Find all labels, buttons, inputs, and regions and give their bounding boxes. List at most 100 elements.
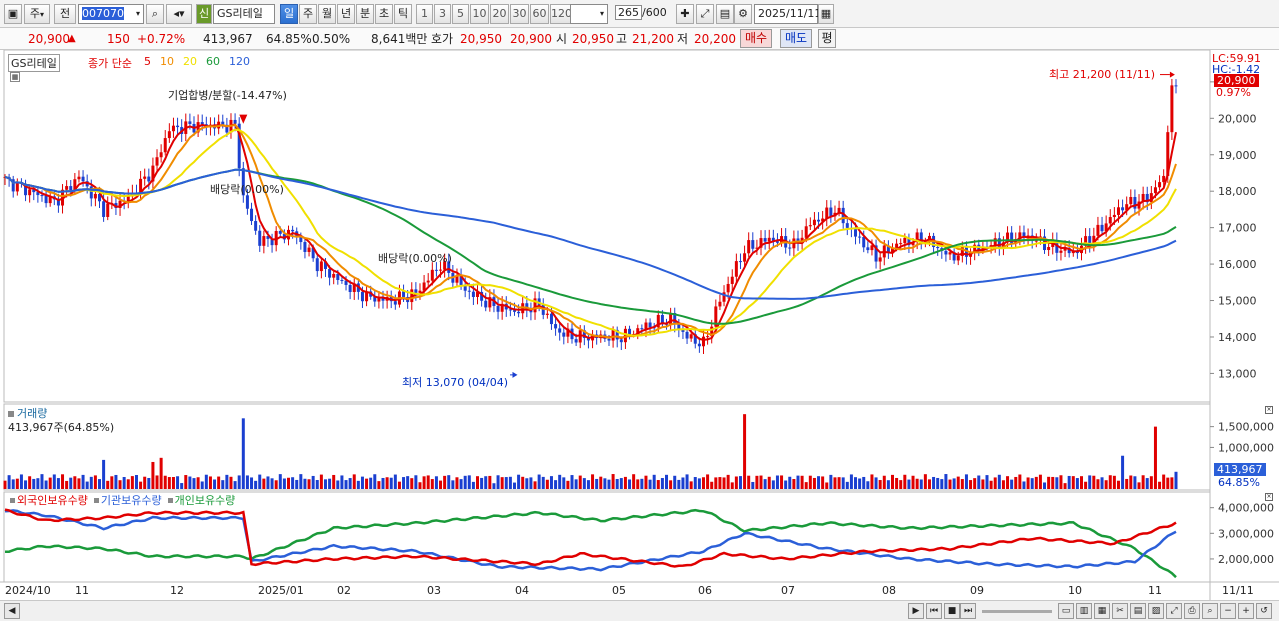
- scroll-right-icon[interactable]: ▶: [908, 603, 924, 619]
- speaker-icon[interactable]: ◂▾: [166, 4, 192, 24]
- close-icon[interactable]: ×: [1265, 406, 1273, 414]
- price-tick-label: 14,000: [1218, 331, 1257, 344]
- plus-icon[interactable]: +: [1238, 603, 1254, 619]
- gear-icon[interactable]: ⚙: [734, 4, 752, 24]
- candle-body: [1096, 224, 1100, 236]
- close-icon[interactable]: ×: [1265, 493, 1273, 501]
- candle-body: [155, 157, 159, 166]
- candle-body: [566, 328, 570, 337]
- high-annotation: 최고 21,200 (11/11): [1049, 68, 1156, 81]
- image-icon[interactable]: ▨: [1148, 603, 1164, 619]
- period-tab[interactable]: 틱: [394, 4, 412, 24]
- volume-bar: [1001, 480, 1005, 489]
- grid-icon[interactable]: ▤: [1130, 603, 1146, 619]
- minus-icon[interactable]: −: [1220, 603, 1236, 619]
- up-arrow-icon: ▲: [68, 33, 76, 44]
- candle-body: [254, 221, 258, 231]
- window-menu-icon[interactable]: ▣: [4, 4, 22, 24]
- interval-tab[interactable]: 10: [470, 4, 489, 24]
- period-tab[interactable]: 월: [318, 4, 336, 24]
- volume-bar: [28, 476, 32, 489]
- volume-bar: [1104, 480, 1108, 489]
- volume-bar: [648, 479, 652, 489]
- calendar-icon[interactable]: ▦: [818, 4, 834, 24]
- interval-custom-input[interactable]: ▾: [570, 4, 608, 24]
- holder-line: [4, 509, 1177, 572]
- volume-bar: [586, 480, 590, 489]
- volume-bar: [336, 480, 340, 489]
- interval-tab[interactable]: 120: [550, 4, 572, 24]
- date-input[interactable]: 2025/11/11: [754, 4, 821, 24]
- volume-bar: [932, 476, 936, 489]
- reset-icon[interactable]: ↺: [1256, 603, 1272, 619]
- candle-body: [837, 207, 841, 213]
- prev-button[interactable]: 전: [54, 4, 76, 24]
- volume-bar: [936, 477, 940, 489]
- layout-icon[interactable]: ▦: [1094, 603, 1110, 619]
- period-tab[interactable]: 분: [356, 4, 374, 24]
- zoom-slider[interactable]: [982, 610, 1052, 613]
- x-axis-label: 03: [427, 584, 441, 597]
- price-tick-label: 17,000: [1218, 222, 1257, 235]
- interval-tab[interactable]: 30: [510, 4, 529, 24]
- volume-bar: [451, 480, 455, 489]
- period-tab[interactable]: 주: [299, 4, 317, 24]
- candle-body: [870, 245, 874, 251]
- interval-tab[interactable]: 3: [434, 4, 451, 24]
- scissors-icon[interactable]: ✂: [1112, 603, 1128, 619]
- search-icon[interactable]: ⌕: [146, 4, 164, 24]
- period-tab[interactable]: 초: [375, 4, 393, 24]
- volume-bar: [385, 477, 389, 489]
- split-icon[interactable]: ▥: [1076, 603, 1092, 619]
- expand-icon[interactable]: ⤢: [1166, 603, 1182, 619]
- volume-bar: [377, 481, 381, 489]
- period-select[interactable]: 주▾: [24, 4, 50, 24]
- interval-tab[interactable]: 1: [416, 4, 433, 24]
- scroll-left-icon[interactable]: ◀: [4, 603, 20, 619]
- eval-button[interactable]: 평: [818, 29, 836, 48]
- interval-tab[interactable]: 5: [452, 4, 469, 24]
- volume-bar: [870, 474, 874, 489]
- volume-bar: [89, 476, 93, 489]
- volume-bar: [402, 477, 406, 489]
- low-label: 저: [677, 32, 689, 46]
- crosshair-icon[interactable]: ✚: [676, 4, 694, 24]
- stock-code-input[interactable]: 007070 ▾: [78, 4, 144, 24]
- volume-bar: [352, 474, 356, 489]
- volume-bar: [130, 476, 134, 489]
- stop-icon[interactable]: ■: [944, 603, 960, 619]
- last-page-icon[interactable]: ⏭: [960, 603, 976, 619]
- stock-name-field[interactable]: GS리테일: [213, 4, 275, 24]
- volume-bar: [299, 474, 303, 489]
- period-tab[interactable]: 년: [337, 4, 355, 24]
- zoom-in-icon[interactable]: ⌕: [1202, 603, 1218, 619]
- candle-body: [1149, 193, 1153, 203]
- volume-bar: [147, 477, 151, 489]
- period-tab[interactable]: 일: [280, 4, 298, 24]
- buy-button[interactable]: 매수: [740, 29, 772, 48]
- interval-tab[interactable]: 20: [490, 4, 509, 24]
- zoom-icon[interactable]: ⤢: [696, 4, 714, 24]
- volume-bar: [919, 479, 923, 489]
- grid-toggle-icon[interactable]: ▦: [10, 72, 20, 82]
- volume-bar: [1030, 478, 1034, 489]
- sell-button[interactable]: 매도: [780, 29, 812, 48]
- candle-body: [911, 242, 915, 246]
- volume-bar: [1096, 479, 1100, 489]
- window-icon[interactable]: ▭: [1058, 603, 1074, 619]
- volume-bar: [1063, 483, 1067, 489]
- volume-bar: [582, 478, 586, 489]
- candle-body: [1170, 85, 1174, 133]
- chart-canvas[interactable]: 13,000 14,000 15,000 16,000 17,000 18,000 19,0…: [0, 50, 1279, 600]
- save-icon[interactable]: ▤: [716, 4, 734, 24]
- interval-tab[interactable]: 60: [530, 4, 549, 24]
- print-icon[interactable]: ⎙: [1184, 603, 1200, 619]
- ma-period-label: 20: [183, 55, 197, 68]
- volume-bar: [508, 476, 512, 489]
- dividend-annotation-2: 배당락(0.00%): [378, 252, 452, 265]
- scroll-bar[interactable]: ◀ ▶ ⏮ ■ ⏭ ▭ ▥ ▦ ✂ ▤ ▨ ⤢ ⎙ ⌕ − + ↺: [0, 600, 1279, 621]
- volume-bar: [800, 475, 804, 489]
- candle-body: [1129, 197, 1133, 205]
- first-page-icon[interactable]: ⏮: [926, 603, 942, 619]
- count-input[interactable]: 265: [615, 5, 642, 20]
